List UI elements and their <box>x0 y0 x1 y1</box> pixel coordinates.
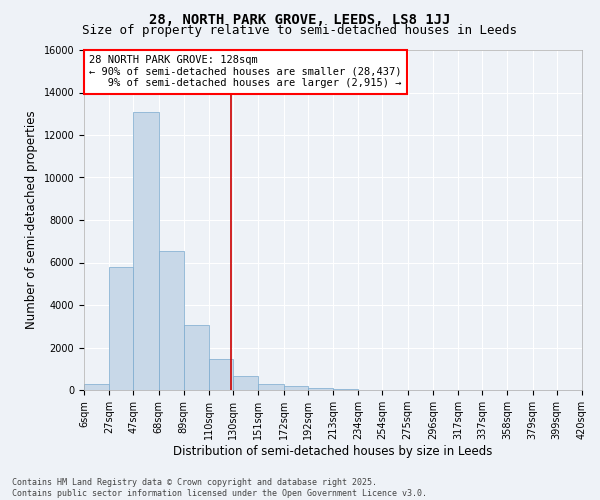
Bar <box>233 376 259 390</box>
Bar <box>259 384 284 390</box>
Bar <box>308 388 333 390</box>
Text: Contains HM Land Registry data © Crown copyright and database right 2025.
Contai: Contains HM Land Registry data © Crown c… <box>12 478 427 498</box>
Bar <box>133 112 158 390</box>
Bar <box>284 386 308 390</box>
X-axis label: Distribution of semi-detached houses by size in Leeds: Distribution of semi-detached houses by … <box>173 445 493 458</box>
Bar <box>158 251 184 390</box>
Text: Size of property relative to semi-detached houses in Leeds: Size of property relative to semi-detach… <box>83 24 517 37</box>
Text: 28, NORTH PARK GROVE, LEEDS, LS8 1JJ: 28, NORTH PARK GROVE, LEEDS, LS8 1JJ <box>149 12 451 26</box>
Text: 28 NORTH PARK GROVE: 128sqm
← 90% of semi-detached houses are smaller (28,437)
 : 28 NORTH PARK GROVE: 128sqm ← 90% of sem… <box>89 55 401 88</box>
Y-axis label: Number of semi-detached properties: Number of semi-detached properties <box>25 110 38 330</box>
Bar <box>109 267 133 390</box>
Bar <box>84 384 109 390</box>
Bar <box>209 358 233 390</box>
Bar <box>184 325 209 390</box>
Bar <box>333 389 358 390</box>
